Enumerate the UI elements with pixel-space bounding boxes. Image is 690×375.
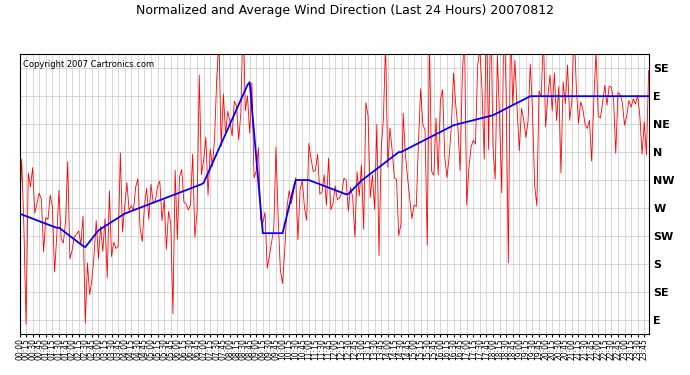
Text: Copyright 2007 Cartronics.com: Copyright 2007 Cartronics.com xyxy=(23,60,154,69)
Text: Normalized and Average Wind Direction (Last 24 Hours) 20070812: Normalized and Average Wind Direction (L… xyxy=(136,4,554,17)
